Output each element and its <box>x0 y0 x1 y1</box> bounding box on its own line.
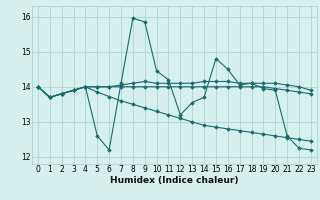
X-axis label: Humidex (Indice chaleur): Humidex (Indice chaleur) <box>110 176 239 185</box>
